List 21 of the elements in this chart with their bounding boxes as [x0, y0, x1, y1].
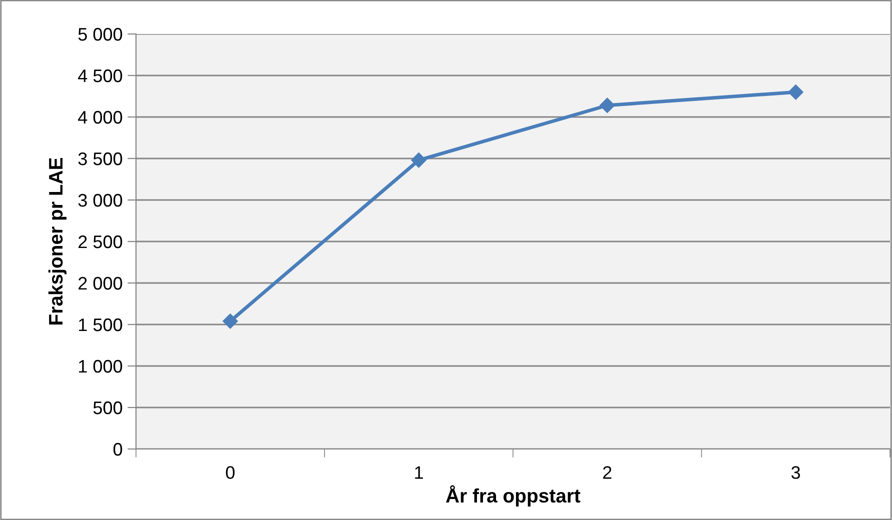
point	[411, 152, 426, 168]
y-tick-label: 1 000	[79, 360, 122, 373]
y-tick-label: 1 500	[79, 318, 122, 332]
y-tick-label: 2 500	[78, 235, 122, 248]
x-axis-title: År fra oppstart	[446, 485, 580, 506]
y-tick-label: 0	[113, 442, 122, 456]
y-tick-label: 4 500	[78, 69, 122, 82]
x-tick-label: 3	[791, 466, 800, 479]
x-tick-label: 0	[226, 466, 235, 479]
y-tick-label: 5 000	[78, 28, 122, 41]
y-tick-label: 500	[93, 401, 122, 414]
point	[600, 98, 615, 113]
point	[788, 84, 804, 100]
y-tick-label: 3 000	[78, 194, 122, 207]
y-tick-label: 2 000	[78, 276, 122, 290]
y-tick-label: 4 000	[78, 110, 122, 124]
y-axis-title: Fraksjoner pr LAE	[48, 158, 67, 324]
point	[222, 314, 238, 329]
x-tick-label: 2	[603, 466, 612, 479]
x-tick-label: 1	[415, 466, 423, 479]
y-tick-label: 3 500	[78, 152, 122, 166]
